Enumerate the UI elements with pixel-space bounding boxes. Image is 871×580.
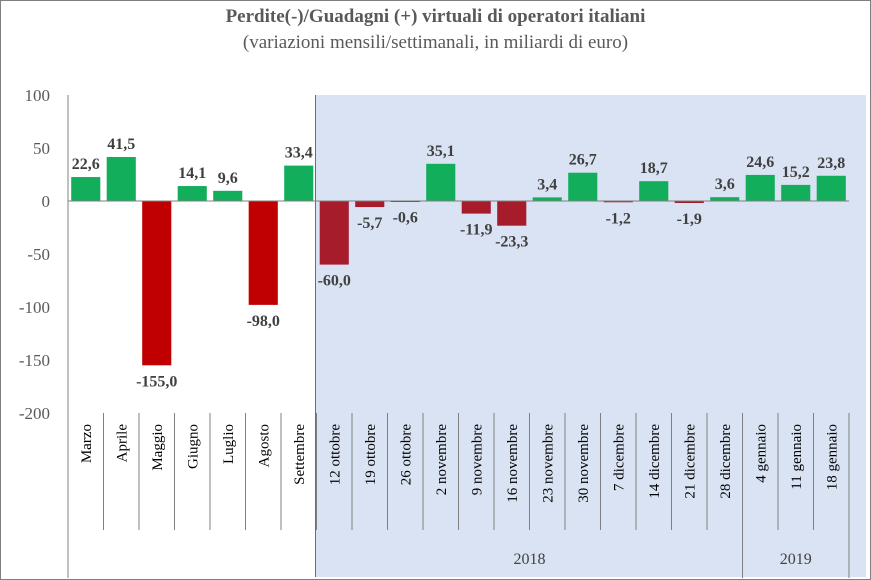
data-label: -1,9 [677, 211, 702, 228]
bar [248, 201, 278, 305]
category-label: 23 novembre [540, 424, 556, 503]
y-tick-label: 50 [33, 139, 50, 158]
data-label: 33,4 [285, 145, 313, 162]
data-label: 26,7 [569, 152, 597, 169]
category-label: 21 dicembre [682, 424, 698, 499]
data-label: -23,3 [495, 234, 528, 251]
data-label: 35,1 [427, 143, 455, 160]
data-label: -11,9 [460, 222, 492, 239]
bar [213, 190, 243, 201]
y-tick-label: -100 [19, 298, 50, 317]
data-label: 9,6 [218, 170, 238, 187]
category-label: Aprile [114, 424, 130, 463]
data-label: -0,6 [393, 210, 418, 227]
category-label: Maggio [150, 424, 166, 471]
category-label: Settembre [292, 424, 308, 485]
data-label: 14,1 [178, 165, 206, 182]
category-label: Marzo [79, 424, 95, 463]
y-tick-label: -50 [27, 245, 50, 264]
bar [106, 157, 136, 201]
chart-title: Perdite(-)/Guadagni (+) virtuali di oper… [225, 6, 646, 27]
data-label: 23,8 [817, 155, 845, 172]
bar [816, 175, 846, 201]
data-label: 22,6 [72, 156, 100, 173]
bar [177, 186, 207, 201]
category-label: 26 ottobre [398, 424, 414, 486]
year-group-label: 2018 [514, 551, 546, 568]
data-label: 24,6 [746, 154, 774, 171]
category-label: 28 dicembre [718, 424, 734, 499]
category-label: 12 ottobre [327, 424, 343, 486]
category-label: 14 dicembre [647, 424, 663, 499]
category-label: Agosto [256, 424, 272, 467]
y-tick-label: -200 [19, 404, 50, 423]
data-label: 3,6 [715, 176, 735, 193]
category-label: 4 gennaio [753, 424, 769, 483]
bar [745, 174, 775, 201]
category-label: 7 dicembre [611, 424, 627, 491]
y-tick-label: 0 [42, 192, 51, 211]
category-label: 19 ottobre [363, 424, 379, 486]
category-label: Giugno [185, 424, 201, 469]
data-label: 41,5 [107, 136, 135, 153]
y-tick-label: -150 [19, 351, 50, 370]
category-label: 30 novembre [576, 424, 592, 503]
category-label: 18 gennaio [824, 424, 840, 490]
data-label: -60,0 [318, 273, 351, 290]
bar [319, 201, 349, 265]
bar [426, 163, 456, 201]
category-label: 9 novembre [469, 424, 485, 496]
category-label: 16 novembre [505, 424, 521, 503]
category-label: 11 gennaio [789, 424, 805, 490]
bar [568, 172, 598, 201]
data-label: 18,7 [640, 160, 668, 177]
bar [781, 184, 811, 201]
bar [461, 201, 491, 214]
bar [603, 201, 633, 203]
category-label: 2 novembre [434, 424, 450, 496]
bar [497, 201, 527, 226]
bar [674, 201, 704, 204]
y-tick-label: 100 [25, 86, 51, 105]
bar [639, 181, 669, 201]
year-group-label: 2019 [780, 551, 812, 568]
data-label: 3,4 [537, 176, 557, 193]
category-label: Luglio [221, 424, 237, 464]
bar [355, 201, 385, 208]
bar [710, 197, 740, 201]
bar [284, 165, 314, 201]
data-label: -98,0 [247, 313, 280, 330]
data-label: -1,2 [606, 210, 631, 227]
bar [71, 177, 101, 201]
data-label: -155,0 [136, 373, 177, 390]
data-label: 15,2 [782, 164, 810, 181]
bar [142, 201, 172, 366]
data-label: -5,7 [357, 215, 382, 232]
chart-subtitle: (variazioni mensili/settimanali, in mili… [242, 32, 629, 53]
bar [532, 197, 562, 201]
